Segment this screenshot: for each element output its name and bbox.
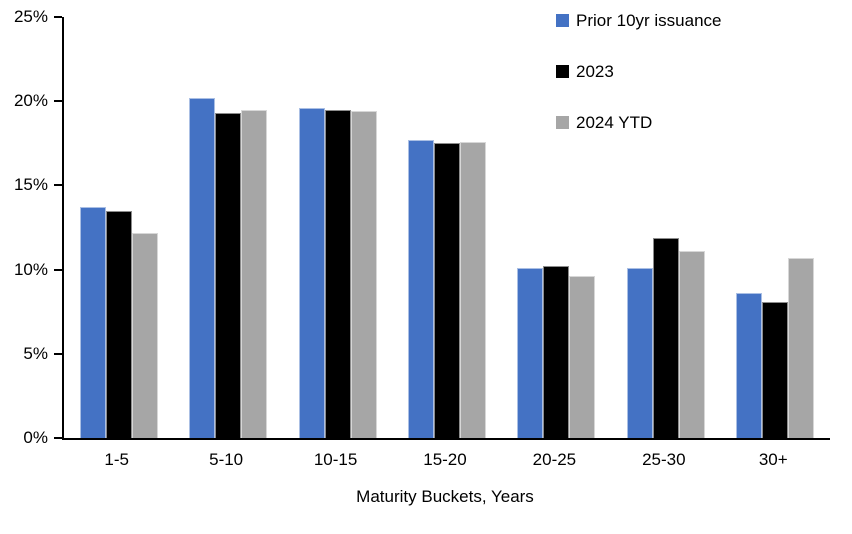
bar <box>241 109 268 438</box>
y-axis-tick <box>54 268 62 271</box>
x-axis-label: 1-5 <box>104 450 129 469</box>
legend-marker-prior-10yr-issuance <box>556 14 569 27</box>
y-axis-tick <box>54 16 62 18</box>
y-axis-label: 5% <box>23 344 48 363</box>
legend-label: 2024 YTD <box>576 112 653 132</box>
bar-group-30+ <box>721 17 830 438</box>
bar <box>736 293 763 438</box>
bar <box>762 301 789 438</box>
bar <box>350 111 377 438</box>
x-axis-label: 5-10 <box>209 450 244 469</box>
y-axis-label: 0% <box>23 428 48 447</box>
bar <box>407 139 434 438</box>
bar <box>105 210 132 438</box>
legend-item-2024-ytd: 2024 YTD <box>556 110 722 135</box>
bar <box>543 266 570 438</box>
x-axis-label: 10-15 <box>313 450 358 469</box>
legend-marker-2023 <box>556 65 569 78</box>
bar-group-10-15 <box>283 17 392 438</box>
bar-group-1-5 <box>64 17 173 438</box>
x-axis-label: 20-25 <box>532 450 577 469</box>
bar <box>131 232 158 438</box>
bar-group-5-10 <box>173 17 282 438</box>
bar-group-20-25 <box>502 17 611 438</box>
bar <box>626 267 653 438</box>
bar <box>788 257 815 438</box>
bar <box>678 251 705 438</box>
legend-item-2023: 2023 <box>556 59 722 84</box>
bar <box>433 143 460 438</box>
y-axis-label: 10% <box>13 260 48 279</box>
bar-groups <box>64 17 830 438</box>
bar <box>79 207 106 438</box>
legend-label: 2023 <box>576 61 614 81</box>
legend-marker-2024-ytd <box>556 116 569 129</box>
bar-group-15-20 <box>392 17 501 438</box>
x-axis-label: 30+ <box>758 450 788 469</box>
bar-group-25-30 <box>611 17 720 438</box>
x-axis-labels: 1-5 5-10 10-15 15-20 20-25 25-30 30+ <box>62 450 828 470</box>
y-axis-tick <box>54 184 62 187</box>
bar <box>189 97 216 438</box>
plot-area <box>54 16 830 440</box>
legend-item-prior-10yr-issuance: Prior 10yr issuance <box>556 8 722 33</box>
x-axis-label: 15-20 <box>423 450 467 469</box>
bar <box>569 276 596 438</box>
y-axis-label: 20% <box>13 91 48 110</box>
y-axis-label: 25% <box>13 7 48 26</box>
bar <box>517 267 544 438</box>
bar <box>298 107 325 438</box>
y-axis-tick <box>54 437 62 439</box>
y-axis-tick <box>54 352 62 355</box>
x-axis-title: Maturity Buckets, Years <box>356 487 534 506</box>
bar <box>324 109 351 438</box>
bar <box>215 113 242 438</box>
x-axis-label: 25-30 <box>642 450 686 469</box>
legend: Prior 10yr issuance 2023 2024 YTD <box>556 8 722 161</box>
legend-label: Prior 10yr issuance <box>576 10 722 30</box>
y-axis-tick <box>54 100 62 103</box>
bar <box>459 141 486 438</box>
bar <box>652 237 679 438</box>
y-axis-label: 15% <box>13 175 48 194</box>
